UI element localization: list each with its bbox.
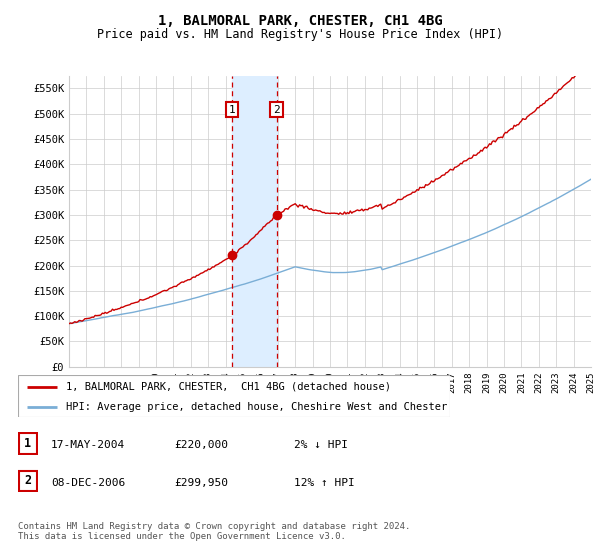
Text: £299,950: £299,950 xyxy=(174,478,228,488)
Text: 1: 1 xyxy=(229,105,236,115)
Text: 12% ↑ HPI: 12% ↑ HPI xyxy=(294,478,355,488)
Text: 2% ↓ HPI: 2% ↓ HPI xyxy=(294,440,348,450)
Text: 17-MAY-2004: 17-MAY-2004 xyxy=(51,440,125,450)
Text: 1, BALMORAL PARK, CHESTER,  CH1 4BG (detached house): 1, BALMORAL PARK, CHESTER, CH1 4BG (deta… xyxy=(65,382,391,392)
FancyBboxPatch shape xyxy=(19,433,37,454)
Text: 08-DEC-2006: 08-DEC-2006 xyxy=(51,478,125,488)
Text: 2: 2 xyxy=(273,105,280,115)
Text: 2: 2 xyxy=(25,474,31,487)
Text: 1, BALMORAL PARK, CHESTER, CH1 4BG: 1, BALMORAL PARK, CHESTER, CH1 4BG xyxy=(158,14,442,28)
Bar xyxy=(232,76,277,367)
Text: Price paid vs. HM Land Registry's House Price Index (HPI): Price paid vs. HM Land Registry's House … xyxy=(97,28,503,41)
FancyBboxPatch shape xyxy=(18,375,450,417)
Text: 1: 1 xyxy=(25,437,31,450)
FancyBboxPatch shape xyxy=(19,470,37,491)
Text: HPI: Average price, detached house, Cheshire West and Chester: HPI: Average price, detached house, Ches… xyxy=(65,402,447,412)
Text: Contains HM Land Registry data © Crown copyright and database right 2024.
This d: Contains HM Land Registry data © Crown c… xyxy=(18,522,410,542)
Text: £220,000: £220,000 xyxy=(174,440,228,450)
